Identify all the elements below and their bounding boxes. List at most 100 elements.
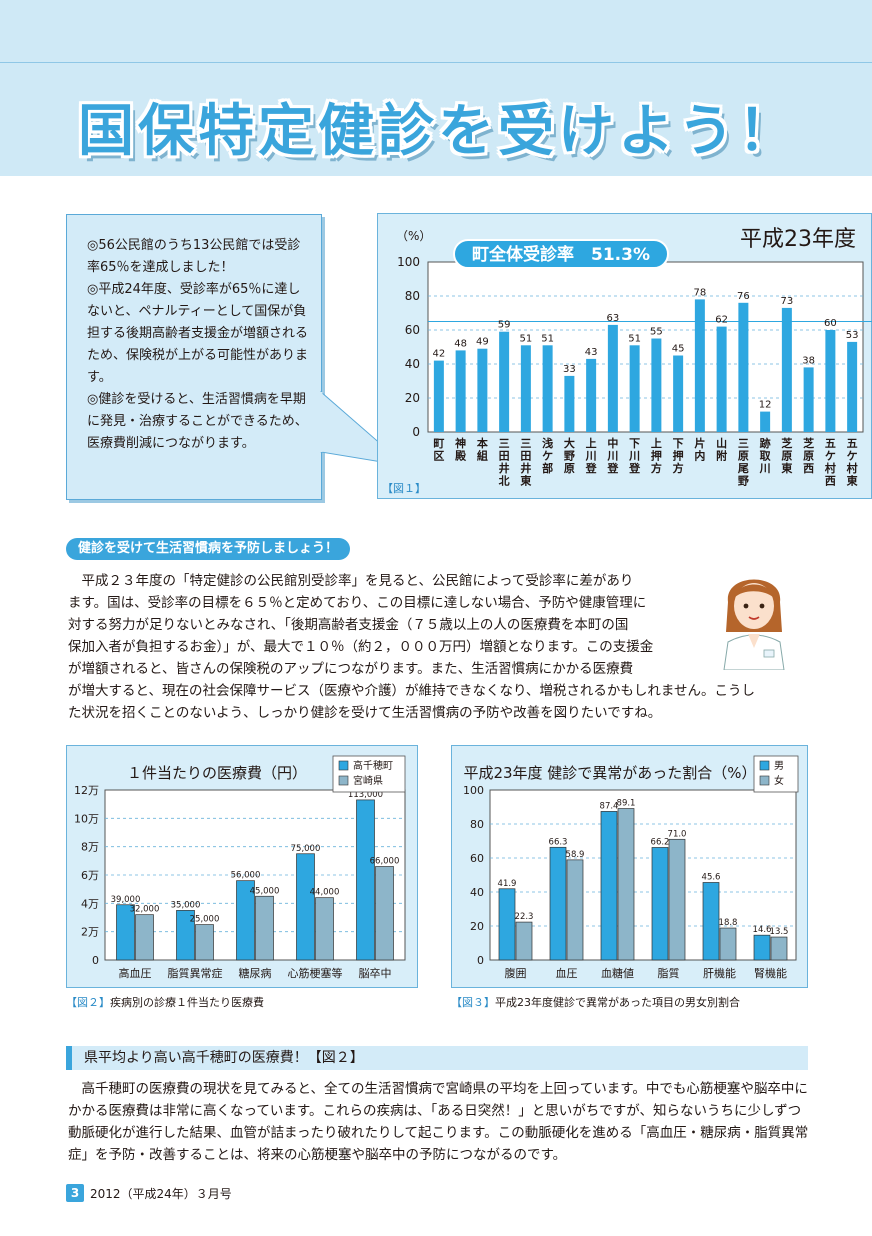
bar (566, 859, 584, 961)
x-tick-label: 下川登 (628, 437, 641, 475)
data-label: 66.3 (549, 837, 568, 847)
x-tick-label: 血圧 (556, 966, 578, 980)
y-tick-label: 40 (470, 886, 484, 899)
bar (515, 921, 533, 961)
bar (255, 895, 274, 961)
data-label: 45 (672, 344, 685, 355)
paragraph-line: が増額されると、皆さんの保険税のアップにつながります。また、生活習慣病にかかる医… (68, 661, 634, 677)
page-title: 国保特定健診を受けよう！ (78, 99, 798, 164)
section2-paragraph: 高千穂町の医療費の現状を見てみると、全ての生活習慣病で宮崎県の平均を上回っていま… (68, 1081, 809, 1163)
data-label: 63 (607, 313, 620, 324)
nurse-illustration (723, 579, 785, 670)
subtitle-pill (453, 239, 669, 269)
paragraph-line: 平成２３年度の「特定健診の公民館別受診率」を見ると、公民館によって受診率に差があ… (81, 573, 634, 589)
x-tick-label: 本組 (477, 436, 488, 463)
bar (651, 338, 662, 432)
data-label: 53 (846, 330, 859, 341)
x-tick-label: 三田井北 (499, 437, 510, 488)
data-label: 44,000 (310, 888, 340, 898)
chart-title: 平成23年度 (740, 227, 856, 252)
x-tick-label: 脳卒中 (359, 966, 392, 980)
data-label: 60 (824, 318, 837, 329)
data-label: 59 (498, 320, 511, 331)
bar (629, 345, 640, 432)
x-tick-label: 脂質異常症 (168, 966, 223, 980)
x-tick-label: 血糖値 (601, 966, 634, 980)
chart-title: １件当たりの医療費（円） (127, 764, 307, 782)
data-label: 48 (454, 338, 467, 349)
fig2-caption: 【図２】疾病別の診療１件当たり医療費 (66, 994, 264, 1010)
paragraph-line: 保加入者が負担するお金）」が、最大で１０％（約２，０００万円）増額となります。こ… (68, 639, 654, 655)
bar (116, 904, 135, 961)
data-label: 33 (563, 364, 576, 375)
data-label: 51 (541, 333, 554, 344)
chart-fig2: １件当たりの医療費（円） 0 2万 4万 6万 8万 10万 12万 39,000 32,000 高… (66, 745, 418, 988)
y-tick-label: 10万 (74, 812, 99, 825)
legend-label: 男 (774, 760, 784, 772)
bar (135, 914, 154, 961)
data-label: 18.8 (719, 918, 738, 928)
bar (586, 358, 597, 432)
paragraph-line: ます。国は、受診率の目標を６５％と定めており、この目標に達しない場合、予防や健康… (68, 595, 647, 611)
data-label: 55 (650, 327, 663, 338)
data-label: 42 (433, 349, 446, 360)
data-label: 113,000 (348, 790, 383, 800)
bar (673, 355, 684, 432)
x-tick-label: 上川登 (585, 436, 598, 475)
data-label: 39,000 (111, 895, 141, 905)
y-tick-label: 0 (92, 954, 99, 967)
issue-label: 2012（平成24年）３月号 (90, 1186, 232, 1201)
paragraph-line: が増大すると、現在の社会保障サービス（医療や介護）が維持できなくなり、増税される… (68, 683, 756, 699)
chart-fig3: 平成23年度 健診で異常があった割合（%） 0 20 40 60 80 100 41.9 22.… (451, 745, 808, 988)
fig2-caption-text: 疾病別の診療１件当たり医療費 (110, 996, 264, 1009)
y-tick-label: 4万 (81, 897, 99, 910)
x-tick-label: 芝原西 (803, 436, 814, 475)
data-label: 45.6 (702, 872, 721, 882)
bar (296, 853, 315, 961)
bar (803, 367, 814, 432)
bar (433, 360, 444, 432)
chart-subtitle: 町全体受診率 51.3% (472, 244, 650, 265)
data-label: 12 (759, 400, 772, 411)
plot-area (489, 789, 797, 961)
x-tick-label: 大野原 (564, 436, 575, 475)
bar (564, 375, 575, 432)
bar (236, 880, 255, 961)
data-label: 32,000 (130, 905, 160, 915)
bar (694, 299, 705, 432)
data-label: 22.3 (515, 912, 534, 922)
bar (760, 411, 771, 432)
data-label: 41.9 (498, 879, 517, 889)
header-band (0, 0, 872, 176)
y-tick-label: 80 (405, 289, 420, 303)
y-tick-label: 100 (463, 784, 484, 797)
legend-swatch (338, 775, 349, 786)
bar (781, 307, 792, 432)
chart-title: 平成23年度 健診で異常があった割合（%） (463, 764, 756, 782)
page-number: 3 (66, 1184, 84, 1202)
chart-fig1: （%） 0 20 40 60 80 100 42 町区 48 神殿 49 本組 59 三田井北 51 三田井東 5… (377, 213, 872, 499)
bar (499, 331, 510, 432)
x-tick-label: 肝機能 (703, 966, 736, 980)
legend-swatch (338, 760, 349, 771)
y-tick-label: 12万 (74, 784, 99, 797)
callout-item: ◎平成24年度、受診率が65％に達しないと、ペナルティーとして国保が負担する後期… (87, 282, 309, 385)
bar (542, 345, 553, 432)
bar (176, 910, 195, 961)
y-tick-label: 6万 (81, 869, 99, 882)
bar (520, 345, 531, 432)
bar (719, 927, 737, 961)
x-tick-label: 山附 (716, 436, 727, 463)
data-label: 66.2 (651, 837, 670, 847)
data-label: 76 (737, 291, 750, 302)
data-label: 25,000 (190, 915, 220, 925)
x-tick-label: 片内 (694, 436, 705, 463)
data-label: 38 (802, 355, 815, 366)
data-label: 58.9 (566, 850, 585, 860)
bar (195, 924, 214, 961)
y-tick-label: 0 (412, 425, 420, 439)
y-tick-label: 60 (470, 852, 484, 865)
chart-fig1-svg: （%） 0 20 40 60 80 100 42 町区 48 神殿 49 本組 59 三田井北 51 三田井東 5… (382, 227, 872, 495)
chart-fig3-svg: 平成23年度 健診で異常があった割合（%） 0 20 40 60 80 100 41.9 22.… (463, 755, 799, 980)
data-label: 71.0 (668, 829, 687, 839)
